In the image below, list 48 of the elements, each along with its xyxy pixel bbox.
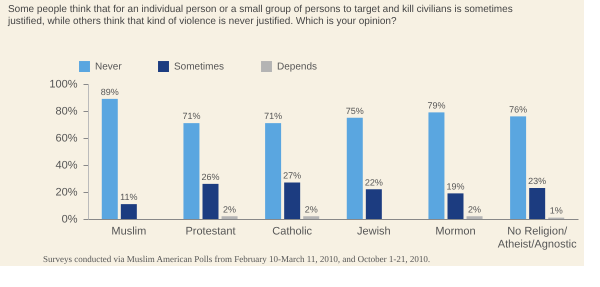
data-label: 11% — [120, 192, 138, 202]
data-label: 71% — [182, 111, 200, 122]
x-tick-label: Catholic — [272, 226, 313, 238]
data-label: 23% — [528, 176, 546, 186]
bar — [448, 193, 464, 219]
bar — [183, 123, 200, 219]
data-label: 79% — [427, 100, 446, 110]
bar — [120, 204, 137, 219]
bar — [222, 216, 238, 219]
chart-title: Some people think that for an individual person or a small group of persons to target and kill civilians is sometimes justified, while others think that kind of violence is never justified. Which is your opinion? — [7, 4, 513, 27]
y-tick-label: 20% — [55, 186, 78, 198]
data-label: 19% — [446, 181, 465, 192]
bar — [265, 123, 282, 219]
y-tick-label: 80% — [55, 106, 78, 118]
bar — [510, 116, 526, 219]
data-label: 22% — [364, 177, 383, 188]
data-label: 1% — [550, 206, 563, 216]
legend-label: Never — [95, 62, 122, 73]
legend-label: Depends — [277, 62, 318, 73]
data-label: 2% — [304, 204, 318, 214]
bar — [466, 216, 483, 219]
legend-label: Sometimes — [174, 62, 224, 73]
y-tick-label: 40% — [55, 160, 78, 172]
bar — [202, 184, 218, 219]
text: Surveys conducted via Muslim American Polls from February 10-March 11, 2010, and October 1-21, 2010. — [43, 254, 430, 264]
y-tick-label: 100% — [49, 78, 78, 90]
data-label: 26% — [201, 172, 220, 182]
bar — [366, 189, 382, 219]
bar — [284, 182, 300, 219]
x-tick-label: Jewish — [357, 226, 391, 238]
y-tick-label: 0% — [62, 214, 78, 226]
data-label: 89% — [100, 86, 119, 97]
data-label: 75% — [346, 106, 364, 116]
x-tick-label: No Religion/ Atheist/Agnostic — [498, 226, 578, 250]
data-label: 76% — [509, 104, 528, 114]
bar — [529, 188, 546, 219]
bar — [428, 112, 444, 219]
x-tick-label: Mormon — [435, 226, 476, 238]
x-tick-label: Protestant — [185, 226, 236, 238]
bar — [102, 98, 118, 219]
data-label: 2% — [223, 204, 236, 214]
x-tick-label: Muslim — [111, 226, 146, 238]
data-label: 71% — [264, 111, 282, 122]
data-label: 27% — [283, 170, 302, 181]
bar — [346, 118, 363, 219]
data-label: 2% — [468, 204, 482, 214]
y-tick-label: 60% — [55, 132, 78, 144]
bar — [303, 216, 320, 219]
